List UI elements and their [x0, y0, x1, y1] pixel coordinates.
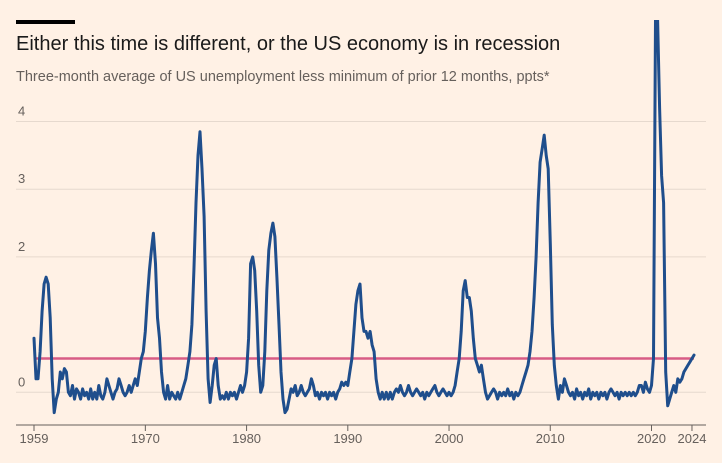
- x-tick-label: 2024: [678, 431, 707, 446]
- y-tick-label: 2: [18, 239, 25, 254]
- x-tick-label: 1990: [333, 431, 362, 446]
- x-tick-label: 2020: [637, 431, 666, 446]
- x-tick-label: 1970: [131, 431, 160, 446]
- chart-title: Either this time is different, or the US…: [16, 33, 561, 55]
- y-tick-label: 3: [18, 171, 25, 186]
- y-tick-label: 0: [18, 374, 25, 389]
- x-tick-label: 1959: [20, 431, 49, 446]
- chart-subtitle: Three-month average of US unemployment l…: [16, 69, 550, 85]
- brand-bar: [16, 20, 75, 24]
- x-tick-label: 1980: [232, 431, 261, 446]
- series-line: [32, 20, 696, 415]
- x-tick-label: 2010: [536, 431, 565, 446]
- x-tick-label: 2000: [435, 431, 464, 446]
- y-tick-label: 4: [18, 104, 25, 119]
